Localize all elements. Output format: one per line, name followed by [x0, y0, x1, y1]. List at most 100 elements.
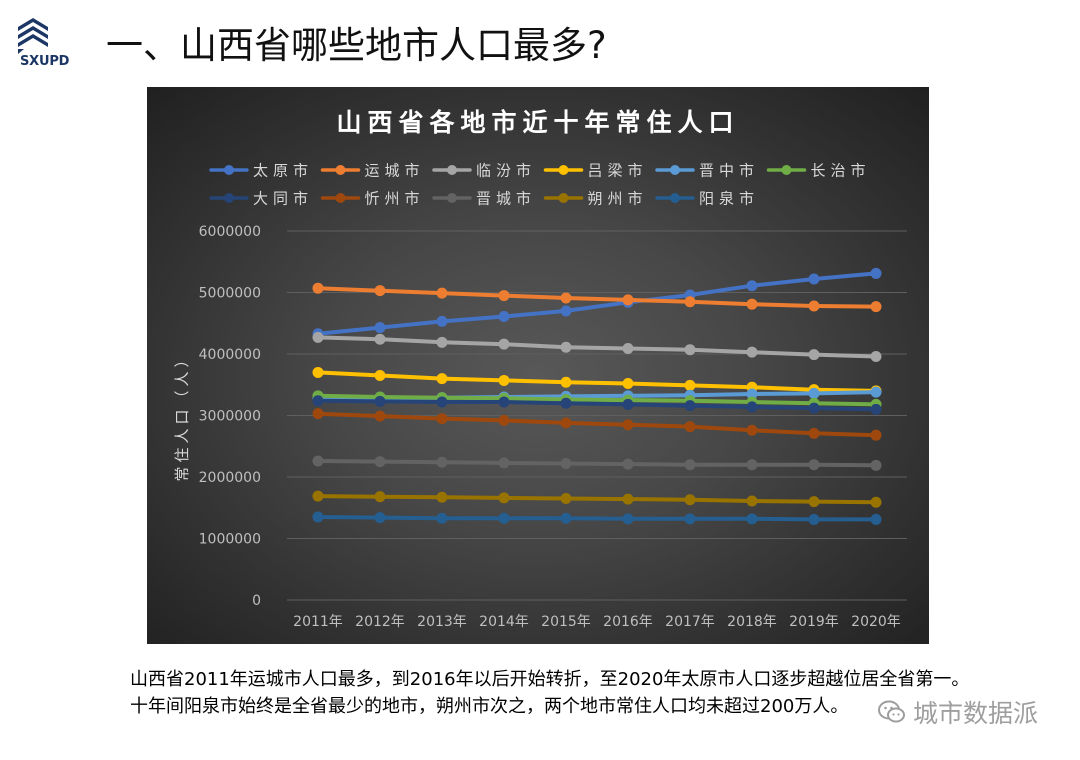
- data-point: [684, 296, 696, 308]
- data-point: [312, 331, 324, 343]
- data-point: [560, 512, 572, 524]
- data-point: [808, 273, 820, 285]
- series: [312, 408, 882, 441]
- data-point: [870, 429, 882, 441]
- legend-marker: [670, 165, 680, 175]
- x-tick-label: 2014年: [479, 614, 529, 630]
- y-tick-label: 3000000: [199, 409, 261, 425]
- data-point: [622, 458, 634, 470]
- x-tick-label: 2015年: [541, 614, 591, 630]
- page-title: 一、山西省哪些地市人口最多?: [106, 24, 607, 67]
- data-point: [560, 292, 572, 304]
- data-point: [498, 414, 510, 426]
- legend-label: 阳泉市: [699, 190, 759, 208]
- y-axis-title: 常住人口（人）: [173, 348, 191, 481]
- legend-label: 长治市: [811, 162, 871, 180]
- data-point: [312, 490, 324, 502]
- data-point: [436, 287, 448, 299]
- data-point: [436, 396, 448, 408]
- gridlines: [287, 230, 907, 601]
- series-layer: [312, 267, 882, 525]
- data-point: [622, 342, 634, 354]
- data-point: [312, 282, 324, 294]
- summary-text: 山西省2011年运城市人口最多，到2016年以后开始转折，至2020年太原市人口…: [130, 666, 969, 720]
- data-point: [374, 285, 386, 297]
- data-point: [498, 338, 510, 350]
- data-point: [684, 459, 696, 471]
- summary-line: 山西省2011年运城市人口最多，到2016年以后开始转折，至2020年太原市人口…: [130, 669, 970, 690]
- legend-label: 运城市: [365, 162, 425, 180]
- legend-marker: [335, 193, 346, 203]
- legend-item: 太原市: [209, 162, 313, 180]
- data-point: [870, 386, 882, 398]
- watermark: 城市数据派: [878, 696, 1038, 728]
- data-point: [312, 511, 324, 523]
- data-point: [374, 491, 386, 503]
- data-point: [312, 395, 324, 407]
- series-line: [316, 411, 878, 438]
- series-line: [316, 515, 878, 522]
- data-point: [374, 322, 386, 334]
- data-point: [560, 305, 572, 317]
- data-point: [746, 424, 758, 436]
- legend-marker: [224, 165, 234, 175]
- legend-item: 阳泉市: [655, 190, 759, 208]
- x-tick-label: 2017年: [665, 614, 715, 630]
- legend-item: 临汾市: [432, 162, 531, 180]
- data-point: [746, 513, 758, 525]
- data-point: [622, 378, 634, 390]
- series-line: [316, 335, 878, 359]
- x-tick-label: 2011年: [293, 614, 343, 630]
- data-point: [498, 457, 510, 469]
- data-point: [374, 410, 386, 422]
- legend-marker: [670, 193, 680, 203]
- summary-line: 十年间阳泉市始终是全省最少的地市，朔州市次之，两个地市常住人口均未超过200万人…: [130, 696, 849, 717]
- data-point: [746, 280, 758, 292]
- series: [312, 455, 882, 471]
- series-line: [316, 398, 878, 412]
- logo-text: SXUPD: [20, 54, 70, 69]
- data-point: [436, 373, 448, 385]
- data-point: [746, 401, 758, 413]
- y-axis-ticks: 0 1000000 2000000 3000000 4000000 5000000 6000…: [199, 224, 261, 609]
- legend-item: 晋城市: [432, 190, 536, 208]
- y-tick-label: 5000000: [199, 286, 261, 302]
- data-point: [622, 294, 634, 306]
- data-point: [746, 495, 758, 507]
- legend-item: 大同市: [209, 190, 313, 208]
- data-point: [870, 350, 882, 362]
- legend-label: 大同市: [253, 190, 313, 208]
- series-line: [316, 370, 878, 393]
- chart-svg: 山西省各地市近十年常住人口 常住人口（人） 0 1000000 2000000 300…: [173, 108, 907, 630]
- wechat-icon: [878, 700, 905, 723]
- data-point: [622, 493, 634, 505]
- data-point: [746, 459, 758, 471]
- series-line: [316, 459, 878, 468]
- data-point: [808, 300, 820, 312]
- legend-label: 晋城市: [476, 190, 536, 208]
- y-tick-label: 1000000: [199, 532, 261, 548]
- data-point: [436, 336, 448, 348]
- data-point: [498, 396, 510, 408]
- series-line: [316, 393, 878, 407]
- data-point: [498, 374, 510, 386]
- data-point: [870, 513, 882, 525]
- data-point: [684, 513, 696, 525]
- data-point: [870, 459, 882, 471]
- data-point: [684, 344, 696, 356]
- data-point: [684, 400, 696, 412]
- legend-marker: [558, 193, 569, 203]
- data-point: [374, 395, 386, 407]
- data-point: [560, 457, 572, 469]
- data-point: [622, 419, 634, 431]
- legend-label: 太原市: [253, 162, 313, 180]
- y-tick-label: 6000000: [199, 224, 261, 240]
- data-point: [870, 301, 882, 313]
- data-point: [870, 496, 882, 508]
- data-point: [684, 421, 696, 433]
- legend-item: 运城市: [320, 162, 425, 180]
- legend-marker: [335, 165, 346, 175]
- data-point: [498, 290, 510, 302]
